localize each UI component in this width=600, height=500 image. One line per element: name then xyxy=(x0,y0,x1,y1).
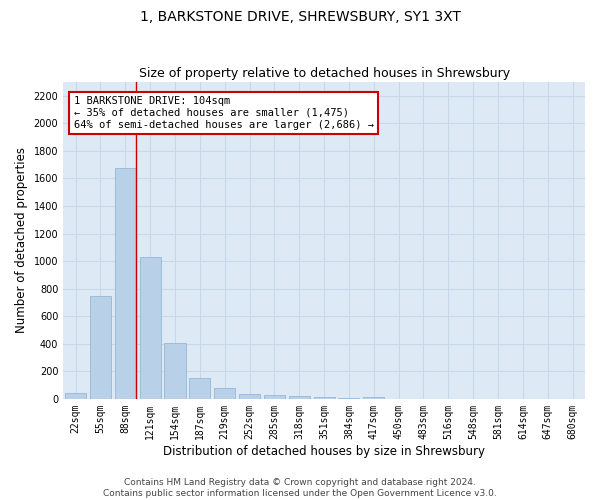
X-axis label: Distribution of detached houses by size in Shrewsbury: Distribution of detached houses by size … xyxy=(163,444,485,458)
Text: 1, BARKSTONE DRIVE, SHREWSBURY, SY1 3XT: 1, BARKSTONE DRIVE, SHREWSBURY, SY1 3XT xyxy=(140,10,460,24)
Bar xyxy=(314,397,335,399)
Bar xyxy=(164,343,185,399)
Bar xyxy=(90,296,111,399)
Bar xyxy=(189,378,211,399)
Y-axis label: Number of detached properties: Number of detached properties xyxy=(15,148,28,334)
Text: Contains HM Land Registry data © Crown copyright and database right 2024.
Contai: Contains HM Land Registry data © Crown c… xyxy=(103,478,497,498)
Bar xyxy=(65,392,86,399)
Text: 1 BARKSTONE DRIVE: 104sqm
← 35% of detached houses are smaller (1,475)
64% of se: 1 BARKSTONE DRIVE: 104sqm ← 35% of detac… xyxy=(74,96,374,130)
Bar xyxy=(289,396,310,399)
Bar xyxy=(115,168,136,399)
Bar xyxy=(239,394,260,399)
Title: Size of property relative to detached houses in Shrewsbury: Size of property relative to detached ho… xyxy=(139,66,509,80)
Bar xyxy=(363,397,385,399)
Bar xyxy=(338,398,359,399)
Bar xyxy=(264,394,285,399)
Bar xyxy=(214,388,235,399)
Bar xyxy=(140,257,161,399)
